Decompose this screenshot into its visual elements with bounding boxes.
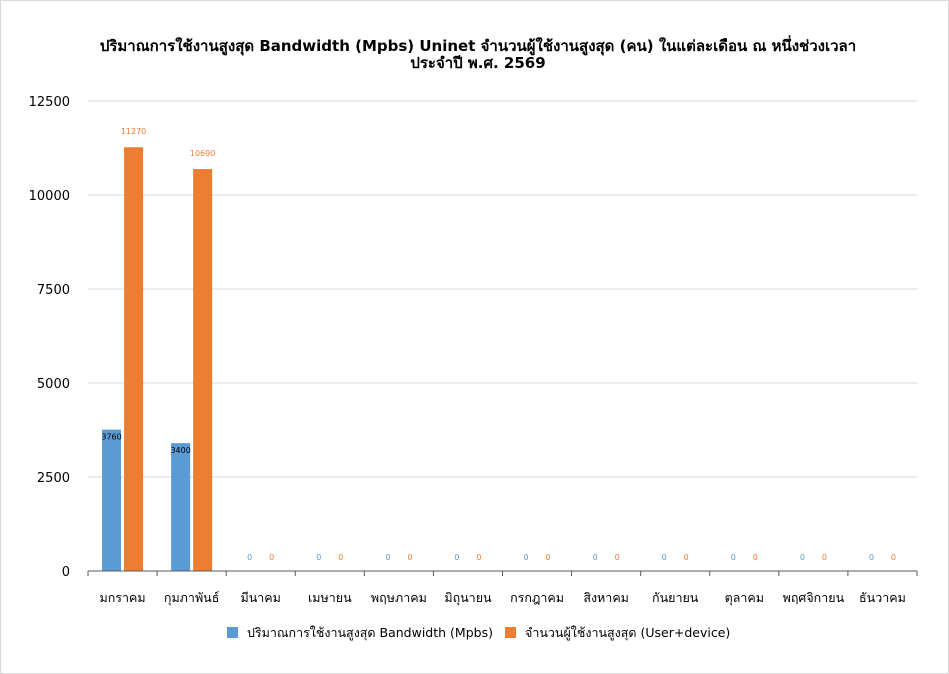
x-tick-label: พฤษภาคม xyxy=(371,590,427,605)
data-label: 0 xyxy=(662,553,667,562)
data-label: 0 xyxy=(891,553,896,562)
data-label: 0 xyxy=(523,553,528,562)
data-labels: 3760 11270 3400 10690 0 0 0 0 0 0 0 0 0 0 0 0 0 0 0 0 0 0 0 0 xyxy=(101,127,896,562)
data-label: 0 xyxy=(545,553,550,562)
y-tick-label: 10000 xyxy=(29,189,70,204)
legend-swatch xyxy=(505,627,516,638)
data-label: 0 xyxy=(407,553,412,562)
legend-swatch xyxy=(227,627,238,638)
data-label: 0 xyxy=(684,553,689,562)
data-label: 0 xyxy=(869,553,874,562)
data-label: 0 xyxy=(476,553,481,562)
data-label: 3400 xyxy=(170,446,190,455)
x-tick-label: มีนาคม xyxy=(241,590,281,605)
bar xyxy=(102,429,122,571)
x-tick-label: มกราคม xyxy=(99,590,145,605)
data-label: 11270 xyxy=(121,127,146,136)
x-tick-label: พฤศจิกายน xyxy=(783,590,845,605)
legend: ปริมาณการใช้งานสูงสุด Bandwidth (Mpbs) จำ… xyxy=(227,625,730,641)
y-tick-label: 12500 xyxy=(29,95,70,110)
data-label: 0 xyxy=(247,553,252,562)
legend-label: ปริมาณการใช้งานสูงสุด Bandwidth (Mpbs) xyxy=(247,625,493,641)
x-tick-label: สิงหาคม xyxy=(583,590,629,605)
data-label: 0 xyxy=(822,553,827,562)
y-tick-label: 2500 xyxy=(37,471,70,486)
data-label: 0 xyxy=(731,553,736,562)
x-tick-label: ตุลาคม xyxy=(725,590,764,606)
data-label: 0 xyxy=(316,553,321,562)
y-tick-label: 5000 xyxy=(37,377,70,392)
x-axis: มกราคม กุมภาพันธ์ มีนาคม เมษายน พฤษภาคม มิถุน… xyxy=(87,570,918,606)
gridlines xyxy=(88,100,917,478)
bars xyxy=(102,147,213,572)
data-label: 0 xyxy=(593,553,598,562)
data-label: 0 xyxy=(385,553,390,562)
x-tick-label: กรกฎาคม xyxy=(510,590,564,605)
data-label: 0 xyxy=(800,553,805,562)
data-label: 0 xyxy=(454,553,459,562)
data-label: 10690 xyxy=(190,149,215,158)
x-tick-label: เมษายน xyxy=(308,590,352,605)
data-label: 0 xyxy=(269,553,274,562)
x-tick-label: กุมภาพันธ์ xyxy=(164,590,219,606)
bar xyxy=(171,443,191,571)
bar xyxy=(124,147,144,572)
data-label: 3760 xyxy=(101,433,121,442)
chart-title-line2: ประจำปี พ.ศ. 2569 xyxy=(410,54,545,72)
bar xyxy=(193,169,213,571)
data-label: 0 xyxy=(615,553,620,562)
data-label: 0 xyxy=(338,553,343,562)
y-tick-label: 7500 xyxy=(37,283,70,298)
y-tick-label: 0 xyxy=(62,565,70,580)
legend-label: จำนวนผู้ใช้งานสูงสุด (User+device) xyxy=(525,625,730,641)
x-tick-label: มิถุนายน xyxy=(444,590,492,606)
chart-title-line1: ปริมาณการใช้งานสูงสุด Bandwidth (Mpbs) U… xyxy=(100,35,856,56)
data-label: 0 xyxy=(753,553,758,562)
x-tick-label: ธันวาคม xyxy=(859,590,906,605)
y-axis: 0 2500 5000 7500 10000 12500 xyxy=(29,95,70,580)
x-tick-label: กันยายน xyxy=(652,590,699,605)
